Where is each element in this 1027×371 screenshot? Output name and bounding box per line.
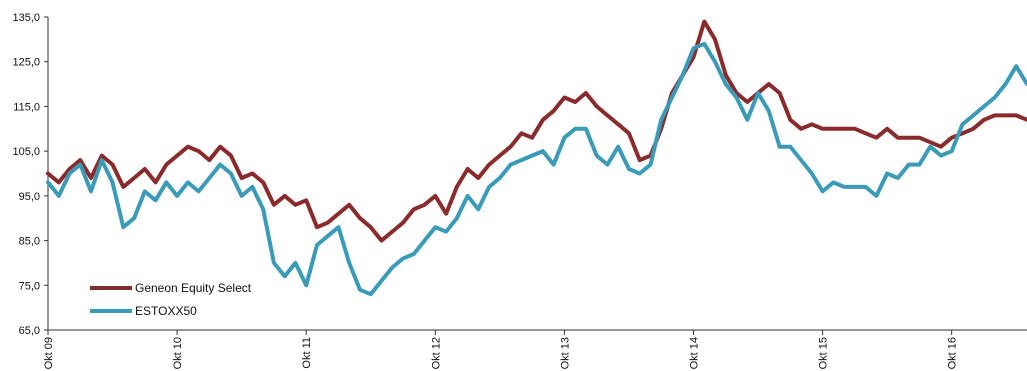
x-tick-label: Okt 15 xyxy=(818,337,830,369)
y-tick-label: 95,0 xyxy=(19,191,40,203)
legend: Geneon Equity Select ESTOXX50 xyxy=(90,281,252,318)
y-tick-label: 85,0 xyxy=(19,236,40,248)
x-tick-label: Okt 14 xyxy=(688,337,700,369)
x-tick-label: Okt 09 xyxy=(43,337,55,369)
x-tick-label: Okt 12 xyxy=(430,337,442,369)
y-tick-label: 65,0 xyxy=(19,325,40,337)
x-tick-label: Okt 10 xyxy=(172,337,184,369)
y-ticks: 135,0 125,0 115,0 105,0 95,0 85,0 75,0 65,0 xyxy=(12,12,48,337)
series-layer xyxy=(46,19,1027,297)
y-tick-label: 135,0 xyxy=(12,12,40,24)
y-tick-label: 115,0 xyxy=(13,101,40,113)
x-tick-label: Okt 11 xyxy=(301,337,313,369)
series-line-geneon-equity-select xyxy=(46,19,1027,243)
series-line-estoxx50 xyxy=(46,41,1027,297)
y-tick-label: 75,0 xyxy=(19,280,40,292)
x-tick-label: Okt 16 xyxy=(947,337,959,369)
legend-label: Geneon Equity Select xyxy=(135,281,252,295)
x-tick-label: Okt 13 xyxy=(559,337,571,369)
y-tick-label: 125,0 xyxy=(12,57,40,69)
legend-label: ESTOXX50 xyxy=(135,304,197,318)
y-tick-label: 105,0 xyxy=(12,146,40,158)
x-ticks: Okt 09 Okt 10 Okt 11 Okt 12 Okt 13 Okt 14 Okt … xyxy=(43,330,959,369)
